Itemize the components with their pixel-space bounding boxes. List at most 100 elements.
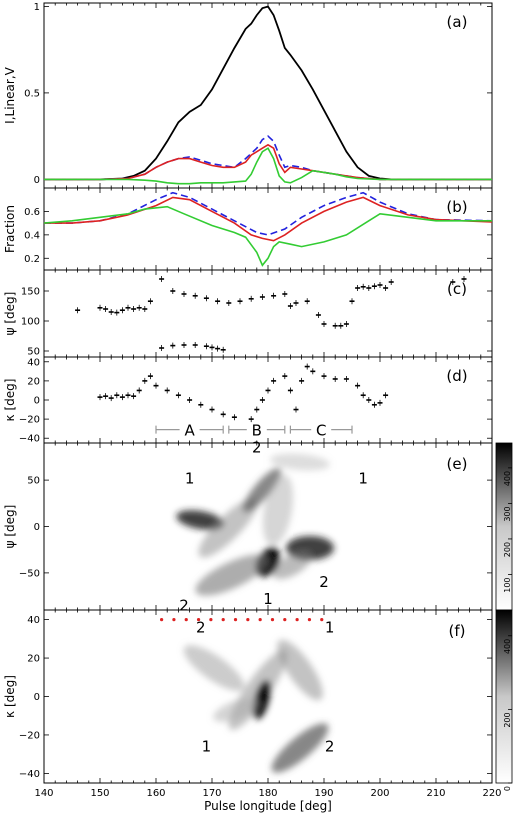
x-tick-label: 150 <box>90 788 109 799</box>
heat-blob <box>277 639 323 701</box>
y-tick-label: 150 <box>21 287 40 298</box>
dotted-marker <box>270 618 275 622</box>
heat-blob <box>253 680 271 720</box>
heatmap-e-blobs <box>176 453 334 596</box>
dotted-marker <box>246 618 250 622</box>
component-label: 1 <box>263 590 273 608</box>
colorbar-label: 200 <box>503 542 512 557</box>
region-label: B <box>252 422 262 440</box>
x-tick-label: 220 <box>482 788 501 799</box>
panel-e-psi-heatmap: −50 0 50 (e) 100 200 300 400 1 2 1 2 1 2 <box>19 439 513 614</box>
y-tick-label: 20 <box>27 654 40 665</box>
series-line-2 <box>44 143 492 181</box>
dotted-marker <box>283 618 287 622</box>
x-tick-label: 160 <box>146 788 165 799</box>
y-tick-label: −40 <box>19 434 40 445</box>
dotted-marker <box>160 618 164 622</box>
y-tick-label: 0 <box>34 692 40 703</box>
component-label: 2 <box>252 439 262 457</box>
dotted-marker <box>307 618 312 622</box>
component-label: 2 <box>325 737 335 755</box>
x-tick-label: 180 <box>258 788 277 799</box>
dotted-marker <box>233 618 238 622</box>
y-axis-label: ψ [deg] <box>3 505 17 549</box>
x-tick-label: 190 <box>314 788 333 799</box>
panel-f-kappa-heatmap: −40 −20 0 20 40 (f) 0 200 400 2 1 1 2 140 150 160 170 180… <box>19 609 513 799</box>
y-tick-label: 0 <box>34 396 40 407</box>
panel-tag: (c) <box>447 280 467 298</box>
panel-tag: (b) <box>446 198 467 216</box>
y-tick-label: 0 <box>34 522 40 533</box>
y-tick-label: 0.5 <box>24 88 40 99</box>
colorbar-label: 300 <box>503 506 512 521</box>
dotted-marker <box>184 618 188 622</box>
heat-blob <box>270 453 330 471</box>
colorbar-label: 200 <box>503 712 512 727</box>
y-tick-label: 0 <box>34 175 40 186</box>
colorbar <box>495 609 513 784</box>
heat-blob <box>176 510 224 530</box>
heat-blob <box>271 723 329 773</box>
x-axis-label: Pulse longitude [deg] <box>204 799 332 813</box>
colorbar-label: 400 <box>503 471 512 486</box>
component-label: 2 <box>179 596 189 614</box>
region-label: C <box>316 422 326 440</box>
y-tick-label: 0.4 <box>24 230 40 241</box>
panel-tag: (e) <box>447 455 468 473</box>
component-label: 2 <box>196 618 206 636</box>
y-tick-label: 50 <box>27 347 40 358</box>
panel-tag: (a) <box>447 13 468 31</box>
y-axis-label: I,Linear,V <box>3 66 17 123</box>
y-tick-label: 0.2 <box>24 254 40 265</box>
axis-labels: I,Linear,V Fraction ψ [deg] κ [deg] ψ [deg] κ… <box>3 66 332 813</box>
x-tick-label: 200 <box>370 788 389 799</box>
y-tick-label: 50 <box>27 476 40 487</box>
component-label: 1 <box>358 469 368 487</box>
panel-c-psi: 50 100 150 (c) <box>21 269 493 358</box>
y-tick-label: −50 <box>19 568 40 579</box>
component-label: 2 <box>319 573 329 591</box>
y-axis-label: Fraction <box>3 205 17 253</box>
y-tick-label: 100 <box>21 317 40 328</box>
y-tick-label: 40 <box>27 357 40 368</box>
heatmap-f-blobs <box>183 639 329 773</box>
dotted-marker <box>172 618 176 622</box>
colorbar-label: 100 <box>503 577 512 592</box>
component-label: 1 <box>185 469 195 487</box>
series-line-3 <box>44 147 492 185</box>
y-axis-label: κ [deg] <box>3 379 17 422</box>
x-tick-label: 170 <box>202 788 221 799</box>
colorbar-label: 400 <box>503 639 512 654</box>
y-tick-label: −20 <box>19 730 40 741</box>
heat-blob <box>198 498 258 558</box>
dotted-marker <box>295 618 299 622</box>
heat-blob <box>195 554 269 596</box>
x-tick-label: 210 <box>426 788 445 799</box>
dotted-marker <box>320 618 324 622</box>
component-label: 1 <box>202 737 212 755</box>
dotted-marker <box>258 618 262 622</box>
heat-blob <box>183 645 245 691</box>
series-line-0 <box>44 5 492 181</box>
dotted-marker <box>221 618 225 622</box>
dotted-marker <box>209 618 213 622</box>
colorbar-label: 0 <box>503 786 512 791</box>
series-line-0 <box>44 191 493 236</box>
panel-tag: (d) <box>446 367 467 385</box>
heat-blob <box>272 551 312 579</box>
heat-blob <box>213 698 259 722</box>
y-axis-label: ψ [deg] <box>3 292 17 336</box>
y-tick-label: 40 <box>27 615 40 626</box>
region-label: A <box>184 422 195 440</box>
y-axis-label: κ [deg] <box>3 675 17 718</box>
component-label: 1 <box>325 618 335 636</box>
y-tick-label: −20 <box>19 415 40 426</box>
x-tick-label: 140 <box>34 788 53 799</box>
panel-d-kappa: −40 −20 0 20 40 (d) A B C <box>19 356 493 445</box>
heat-blob <box>262 474 294 546</box>
y-tick-label: 0.6 <box>24 207 40 218</box>
dotted-marker <box>196 618 201 622</box>
plot-frame <box>43 2 493 189</box>
series-line-1 <box>44 135 492 181</box>
panel-a-intensity: 0 0.5 1 (a) <box>24 2 493 189</box>
